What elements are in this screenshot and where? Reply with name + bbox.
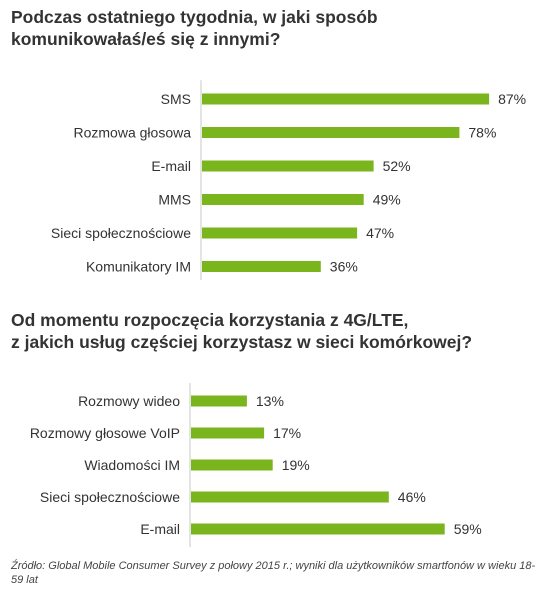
chart-1-category-label: E-mail xyxy=(151,158,191,174)
chart-1-value-label: 49% xyxy=(373,192,401,208)
chart-2-title: Od momentu rozpoczęcia korzystania z 4G/… xyxy=(11,309,472,353)
chart-1-value-label: 52% xyxy=(383,158,411,174)
chart-1-bar xyxy=(202,261,321,272)
chart-1-bar xyxy=(202,160,374,172)
chart-2-category-label: E-mail xyxy=(140,521,180,537)
chart-2-value-label: 46% xyxy=(398,489,426,505)
chart-1-title-line-2: komunikowałaś/eś się z innymi? xyxy=(11,29,281,49)
chart-2-category-label: Wiadomości IM xyxy=(84,457,180,473)
chart-1-value-label: 78% xyxy=(468,125,496,141)
chart-2-bar xyxy=(191,491,389,503)
chart-1-value-label: 36% xyxy=(330,259,358,275)
chart-2-title-line-2: z jakich usług częściej korzystasz w sie… xyxy=(11,332,473,352)
chart-1-title-line-1: Podczas ostatniego tygodnia, w jaki spos… xyxy=(11,7,378,27)
chart-1-bar xyxy=(202,227,358,239)
chart-2-bar xyxy=(191,395,247,407)
chart-1-value-label: 47% xyxy=(366,225,394,241)
chart-2-bar xyxy=(191,523,445,535)
chart-2-category-label: Sieci społecznościowe xyxy=(40,489,180,505)
chart-2-plot: Rozmowy wideo 13% Rozmowy głosowe VoIP 17% W… xyxy=(30,383,482,547)
chart-2-value-label: 59% xyxy=(454,521,482,537)
chart-1-category-label: SMS xyxy=(161,91,191,107)
chart-1-bar xyxy=(202,194,364,205)
chart-2-bar xyxy=(191,427,265,439)
chart-2-title-line-1: Od momentu rozpoczęcia korzystania z 4G/… xyxy=(11,310,409,330)
chart-1-category-label: Komunikatory IM xyxy=(86,259,191,275)
chart-2-value-label: 17% xyxy=(273,425,301,441)
chart-1-plot: SMS 87% Rozmowa głosowa 78% E-mail 52% MMS 49% S… xyxy=(51,80,526,280)
chart-2-value-label: 19% xyxy=(282,457,310,473)
source-note: Źródło: Global Mobile Consumer Survey z … xyxy=(11,560,536,586)
chart-1-value-label: 87% xyxy=(498,91,526,107)
chart-1-bar xyxy=(202,127,460,138)
chart-1-bar xyxy=(202,93,490,105)
chart-1-category-label: Sieci społecznościowe xyxy=(51,225,191,241)
chart-2-bar xyxy=(191,459,273,471)
chart-1-category-label: MMS xyxy=(158,192,191,208)
chart-1-title: Podczas ostatniego tygodnia, w jaki spos… xyxy=(11,6,378,50)
chart-2-category-label: Rozmowy wideo xyxy=(78,393,180,409)
chart-2-category-label: Rozmowy głosowe VoIP xyxy=(30,425,180,441)
chart-2-value-label: 13% xyxy=(256,393,284,409)
chart-1-category-label: Rozmowa głosowa xyxy=(74,125,192,141)
